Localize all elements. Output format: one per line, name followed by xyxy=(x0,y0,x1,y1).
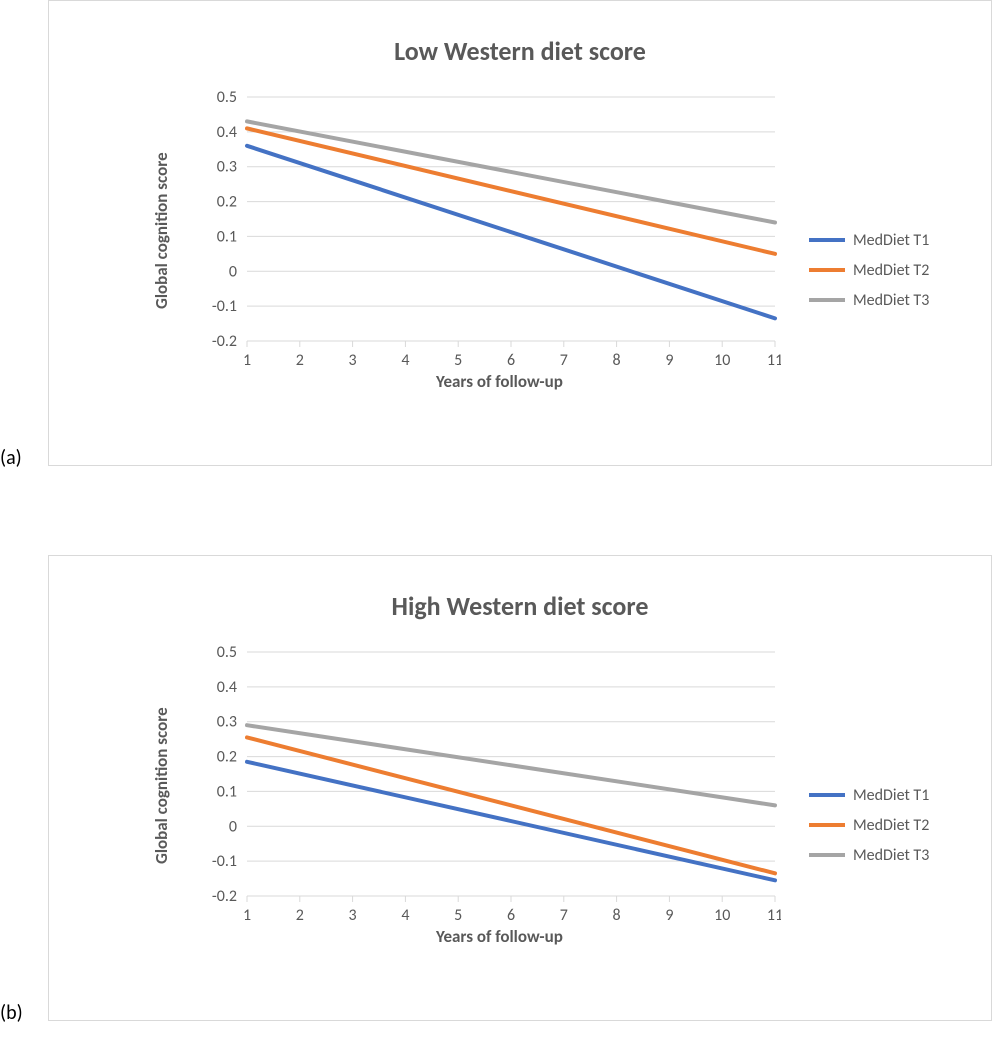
chart-y-tick-label: 0.1 xyxy=(217,227,237,246)
legend-swatch xyxy=(809,793,845,797)
chart-b-plot: -0.2 -0.1 0 0.1 0.2 0.3 0.4 0.5 1 2 3 4 5 6 7 8 9 10 11 xyxy=(191,646,781,946)
chart-x-tick-label: 8 xyxy=(613,351,621,370)
legend-swatch xyxy=(809,268,845,272)
legend-label: MedDiet T2 xyxy=(853,261,929,280)
legend-item: MedDiet T3 xyxy=(809,844,929,866)
chart-series-line xyxy=(247,762,775,881)
chart-b-legend: MedDiet T1 MedDiet T2 MedDiet T3 xyxy=(809,784,929,874)
chart-x-tick-label: 11 xyxy=(767,351,781,370)
legend-item: MedDiet T1 xyxy=(809,784,929,806)
legend-swatch xyxy=(809,823,845,827)
chart-series-line xyxy=(247,128,775,253)
chart-b-container: High Western diet score Global cognition… xyxy=(48,555,992,1021)
chart-y-tick-label: -0.2 xyxy=(212,887,237,906)
chart-x-tick-label: 6 xyxy=(507,351,515,370)
chart-y-tick-label: 0 xyxy=(229,817,237,836)
chart-x-tick-label: 7 xyxy=(560,351,568,370)
chart-b-title: High Western diet score xyxy=(49,590,991,622)
chart-x-tick-label: 9 xyxy=(665,351,673,370)
chart-x-tick-label: 11 xyxy=(767,906,781,925)
chart-x-tick-label: 1 xyxy=(243,351,251,370)
chart-y-tick-label: 0.2 xyxy=(217,748,237,767)
chart-b-ylabel: Global cognition score xyxy=(151,707,172,864)
chart-x-tick-label: 5 xyxy=(454,906,462,925)
chart-x-tick-label: 2 xyxy=(296,906,304,925)
chart-x-tick-label: 4 xyxy=(401,906,409,925)
legend-label: MedDiet T2 xyxy=(853,816,929,835)
panel-a-label: (a) xyxy=(0,446,22,1050)
chart-x-tick-label: 10 xyxy=(714,906,730,925)
chart-x-tick-label: 4 xyxy=(401,351,409,370)
chart-y-tick-label: -0.1 xyxy=(212,297,237,316)
legend-swatch xyxy=(809,853,845,857)
chart-series-line xyxy=(247,725,775,805)
chart-x-tick-label: 9 xyxy=(665,906,673,925)
chart-x-tick-label: 8 xyxy=(613,906,621,925)
chart-y-tick-label: 0.4 xyxy=(217,678,237,697)
chart-a-title: Low Western diet score xyxy=(49,35,991,67)
chart-y-tick-label: 0.1 xyxy=(217,782,237,801)
chart-series-line xyxy=(247,737,775,873)
chart-a-plot: -0.2 -0.1 0 0.1 0.2 0.3 0.4 0.5 1 2 3 4 5 6 7 8 9 10 11 xyxy=(191,91,781,391)
chart-y-tick-label: 0.3 xyxy=(217,713,237,732)
chart-y-tick-label: -0.2 xyxy=(212,332,237,351)
chart-x-tick-label: 7 xyxy=(560,906,568,925)
legend-item: MedDiet T3 xyxy=(809,289,929,311)
chart-a-legend: MedDiet T1 MedDiet T2 MedDiet T3 xyxy=(809,229,929,319)
legend-label: MedDiet T1 xyxy=(853,786,929,805)
chart-x-tick-label: 3 xyxy=(349,351,357,370)
legend-item: MedDiet T2 xyxy=(809,814,929,836)
chart-y-tick-label: -0.1 xyxy=(212,852,237,871)
legend-label: MedDiet T3 xyxy=(853,846,929,865)
chart-a-ylabel: Global cognition score xyxy=(151,152,172,309)
chart-y-tick-label: 0.4 xyxy=(217,123,237,142)
chart-a-container: Low Western diet score Global cognition … xyxy=(48,0,992,466)
chart-x-tick-label: 5 xyxy=(454,351,462,370)
panel-b-label: (b) xyxy=(0,1001,23,1050)
chart-x-tick-label: 3 xyxy=(349,906,357,925)
legend-label: MedDiet T1 xyxy=(853,231,929,250)
chart-y-tick-label: 0.5 xyxy=(217,646,237,662)
page: (a) Low Western diet score Global cognit… xyxy=(0,0,1003,1050)
chart-y-tick-label: 0.5 xyxy=(217,91,237,107)
legend-item: MedDiet T1 xyxy=(809,229,929,251)
chart-y-tick-label: 0.3 xyxy=(217,158,237,177)
legend-swatch xyxy=(809,238,845,242)
legend-item: MedDiet T2 xyxy=(809,259,929,281)
chart-x-tick-label: 10 xyxy=(714,351,730,370)
chart-y-tick-label: 0 xyxy=(229,262,237,281)
legend-swatch xyxy=(809,298,845,302)
chart-x-tick-label: 6 xyxy=(507,906,515,925)
chart-x-tick-label: 1 xyxy=(243,906,251,925)
chart-x-tick-label: 2 xyxy=(296,351,304,370)
chart-y-tick-label: 0.2 xyxy=(217,193,237,212)
legend-label: MedDiet T3 xyxy=(853,291,929,310)
